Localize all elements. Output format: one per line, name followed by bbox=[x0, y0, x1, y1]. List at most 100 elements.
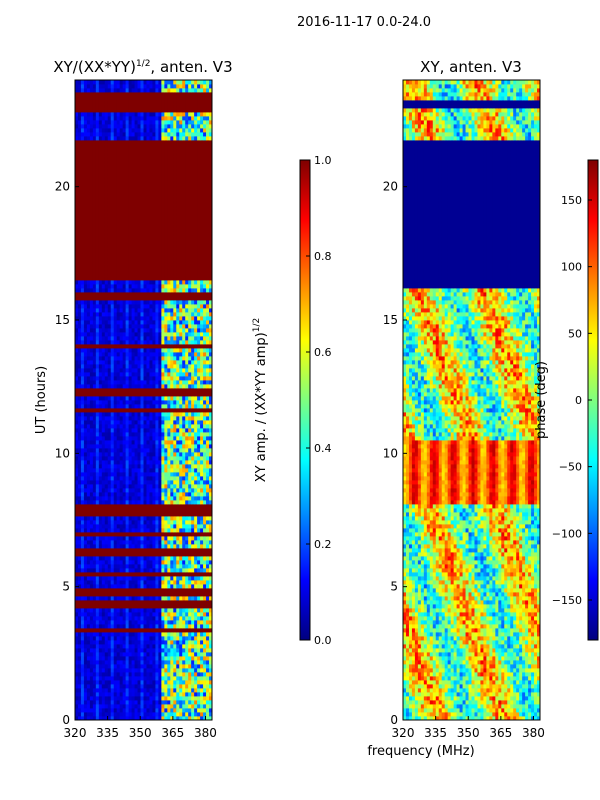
heatmap-cell bbox=[179, 376, 183, 381]
heatmap-cell bbox=[122, 708, 127, 713]
heatmap-cell bbox=[143, 504, 147, 509]
heatmap-cell bbox=[206, 300, 210, 305]
heatmap-cell bbox=[83, 316, 88, 321]
heatmap-cell bbox=[125, 380, 130, 385]
heatmap-cell bbox=[200, 636, 204, 641]
heatmap-cell bbox=[203, 604, 207, 609]
heatmap-cell bbox=[116, 476, 121, 481]
heatmap-cell bbox=[158, 504, 162, 509]
heatmap-cell bbox=[185, 292, 189, 297]
heatmap-cell bbox=[89, 572, 94, 577]
heatmap-cell bbox=[119, 568, 124, 573]
heatmap-cell bbox=[200, 528, 204, 533]
heatmap-cell bbox=[191, 344, 195, 349]
heatmap-cell bbox=[158, 716, 162, 720]
heatmap-cell bbox=[203, 328, 207, 333]
heatmap-cell bbox=[128, 564, 132, 569]
heatmap-cell bbox=[77, 420, 82, 425]
heatmap-cell bbox=[89, 676, 94, 681]
heatmap-cell bbox=[203, 296, 207, 301]
heatmap-cell bbox=[191, 416, 195, 421]
heatmap-cell bbox=[167, 412, 171, 417]
heatmap-cell bbox=[131, 612, 135, 617]
heatmap-cell bbox=[191, 288, 195, 293]
heatmap-cell bbox=[206, 412, 210, 417]
heatmap-cell bbox=[152, 336, 156, 341]
heatmap-cell bbox=[134, 628, 138, 633]
heatmap-cell bbox=[188, 620, 192, 625]
heatmap-cell bbox=[176, 324, 180, 329]
heatmap-cell bbox=[98, 528, 103, 533]
heatmap-cell bbox=[167, 420, 171, 425]
heatmap-cell bbox=[182, 556, 186, 561]
heatmap-cell bbox=[122, 348, 127, 353]
heatmap-cell bbox=[158, 436, 162, 441]
heatmap-cell bbox=[167, 652, 171, 657]
heatmap-cell bbox=[80, 600, 85, 605]
heatmap-cell bbox=[152, 300, 156, 305]
heatmap-cell bbox=[104, 536, 109, 541]
heatmap-cell bbox=[95, 540, 100, 545]
heatmap-cell bbox=[80, 688, 85, 693]
heatmap-cell bbox=[191, 384, 195, 389]
heatmap-cell bbox=[158, 540, 162, 545]
heatmap-cell bbox=[179, 476, 183, 481]
heatmap-cell bbox=[149, 616, 153, 621]
heatmap-cell bbox=[125, 372, 130, 377]
heatmap-cell bbox=[164, 584, 168, 589]
heatmap-cell bbox=[128, 652, 132, 657]
heatmap-cell bbox=[194, 704, 198, 709]
heatmap-cell bbox=[167, 676, 171, 681]
heatmap-cell bbox=[197, 332, 201, 337]
heatmap-cell bbox=[203, 652, 207, 657]
heatmap-cell bbox=[83, 300, 88, 305]
heatmap-cell bbox=[176, 396, 180, 401]
heatmap-cell bbox=[86, 404, 91, 409]
heatmap-cell bbox=[143, 692, 147, 697]
heatmap-cell bbox=[173, 568, 177, 573]
heatmap-cell bbox=[179, 688, 183, 693]
heatmap-cell bbox=[200, 520, 204, 525]
heatmap-cell bbox=[119, 448, 124, 453]
heatmap-cell bbox=[101, 528, 106, 533]
heatmap-cell bbox=[89, 400, 94, 405]
heatmap-cell bbox=[98, 672, 103, 677]
heatmap-cell bbox=[107, 564, 112, 569]
heatmap-cell bbox=[101, 356, 106, 361]
heatmap-cell bbox=[203, 536, 207, 541]
heatmap-cell bbox=[155, 420, 159, 425]
heatmap-cell bbox=[113, 712, 118, 717]
heatmap-cell bbox=[140, 300, 144, 305]
heatmap-cell bbox=[119, 388, 124, 393]
heatmap-cell bbox=[89, 556, 94, 561]
heatmap-cell bbox=[143, 592, 147, 597]
heatmap-cell bbox=[140, 440, 144, 445]
heatmap-cell bbox=[155, 344, 159, 349]
heatmap-cell bbox=[134, 568, 138, 573]
heatmap-cell bbox=[134, 716, 138, 720]
heatmap-cell bbox=[161, 492, 165, 497]
heatmap-cell bbox=[179, 712, 183, 717]
heatmap-cell bbox=[146, 392, 150, 397]
heatmap-cell bbox=[173, 384, 177, 389]
heatmap-cell bbox=[92, 300, 97, 305]
heatmap-cell bbox=[188, 572, 192, 577]
heatmap-cell bbox=[152, 612, 156, 617]
heatmap-cell bbox=[170, 528, 174, 533]
heatmap-cell bbox=[80, 544, 85, 549]
heatmap-cell bbox=[77, 616, 82, 621]
heatmap-cell bbox=[176, 420, 180, 425]
heatmap-cell bbox=[149, 712, 153, 717]
heatmap-cell bbox=[104, 640, 109, 645]
heatmap-cell bbox=[200, 304, 204, 309]
heatmap-cell bbox=[128, 616, 132, 621]
heatmap-cell bbox=[182, 424, 186, 429]
heatmap-cell bbox=[146, 380, 150, 385]
heatmap-cell bbox=[191, 456, 195, 461]
heatmap-cell bbox=[164, 596, 168, 601]
heatmap-cell bbox=[77, 512, 82, 517]
heatmap-cell bbox=[101, 500, 106, 505]
heatmap-cell bbox=[134, 380, 138, 385]
heatmap-cell bbox=[191, 640, 195, 645]
heatmap-cell bbox=[101, 408, 106, 413]
